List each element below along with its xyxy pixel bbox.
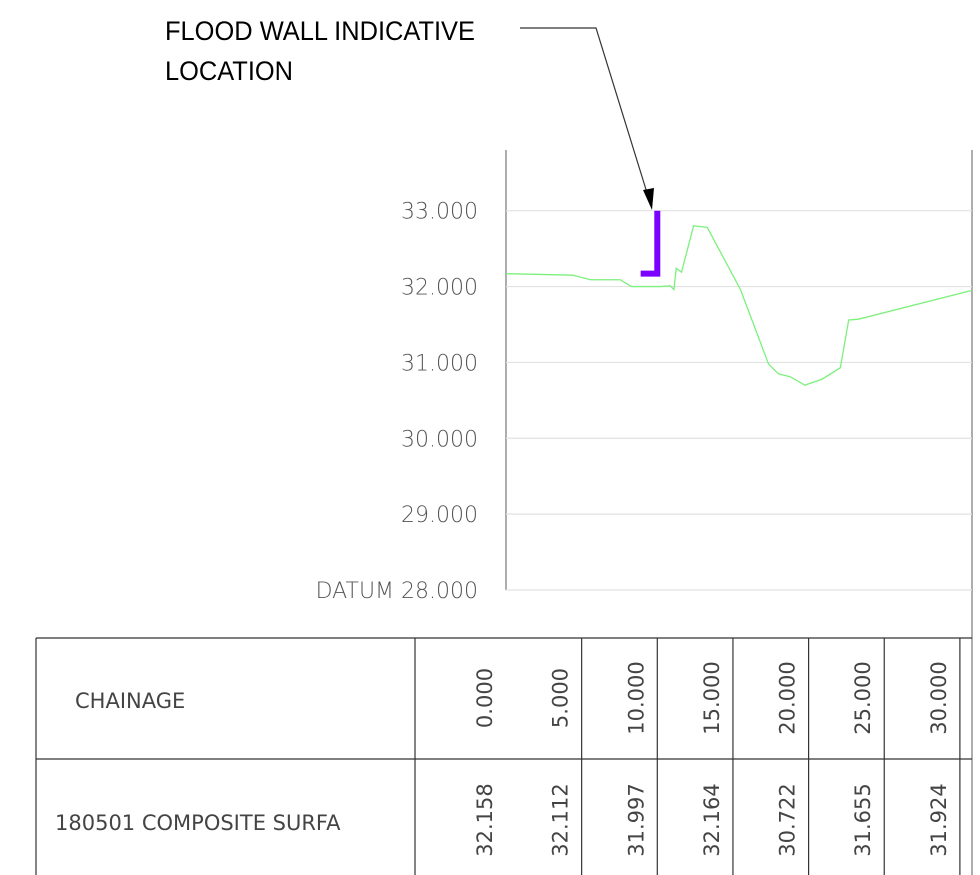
x-tick-label: 25.000 bbox=[851, 661, 875, 734]
cell-value: 31.655 bbox=[851, 783, 875, 856]
y-tick-label: 31.000 bbox=[401, 351, 478, 376]
arrow-head bbox=[643, 188, 654, 210]
x-tick-label: 0.000 bbox=[473, 668, 497, 728]
x-tick-label: 30.000 bbox=[927, 661, 951, 734]
y-tick-label: 29.000 bbox=[401, 503, 478, 528]
y-tick-label: 32.000 bbox=[401, 276, 478, 301]
x-tick-label: 15.000 bbox=[700, 661, 724, 734]
annotation-line: LOCATION bbox=[165, 56, 293, 86]
cell-value: 30.722 bbox=[776, 783, 800, 856]
series-line bbox=[640, 210, 661, 277]
row-label: 180501 COMPOSITE SURFA bbox=[55, 811, 341, 835]
cell-value: 32.164 bbox=[700, 783, 724, 856]
x-tick-label: 5.000 bbox=[549, 668, 573, 728]
cell-value: 31.997 bbox=[624, 783, 648, 856]
y-tick-label: 33.000 bbox=[401, 200, 478, 225]
leader-line bbox=[520, 27, 649, 197]
cell-value: 32.112 bbox=[549, 783, 573, 856]
row-label: CHAINAGE bbox=[75, 689, 185, 713]
y-tick-label: DATUM 28.000 bbox=[316, 579, 478, 604]
x-tick-label: 10.000 bbox=[624, 661, 648, 734]
y-tick-label: 30.000 bbox=[401, 427, 478, 452]
cell-value: 32.158 bbox=[473, 783, 497, 856]
x-tick-label: 20.000 bbox=[776, 661, 800, 734]
table bbox=[35, 637, 972, 875]
series-line bbox=[505, 225, 973, 386]
cell-value: 31.924 bbox=[927, 783, 951, 856]
annotation-line: FLOOD WALL INDICATIVE bbox=[165, 16, 475, 46]
